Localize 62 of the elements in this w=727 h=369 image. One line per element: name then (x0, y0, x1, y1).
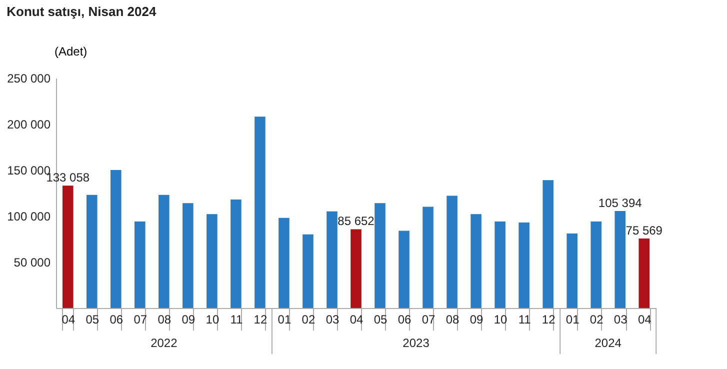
bar (230, 199, 242, 308)
bar (542, 180, 554, 308)
bar (638, 238, 650, 308)
x-tick-label: 07 (134, 312, 148, 326)
x-tick-label: 06 (398, 312, 412, 326)
chart-title: Konut satışı, Nisan 2024 (6, 4, 157, 19)
data-label: 85 652 (338, 214, 375, 228)
text: 2024 (594, 336, 622, 350)
y-tick-label: 200 000 (7, 118, 51, 132)
x-tick-label: 07 (422, 312, 436, 326)
x-tick-label: 10 (494, 312, 508, 326)
x-tick-label: 09 (470, 312, 484, 326)
x-tick-label: 04 (638, 312, 652, 326)
x-tick-label: 08 (158, 312, 172, 326)
x-tick-label: 08 (446, 312, 460, 326)
x-tick-label: 04 (62, 312, 76, 326)
y-tick-label: 100 000 (7, 210, 51, 224)
bar (350, 229, 362, 308)
x-tick-label: 11 (230, 312, 243, 326)
x-tick-label: 01 (566, 312, 580, 326)
bar (182, 203, 194, 308)
bar (422, 206, 434, 308)
bar (374, 203, 386, 308)
bar (302, 234, 314, 308)
x-tick-label: 01 (278, 312, 292, 326)
x-tick-label: 05 (374, 312, 388, 326)
data-label: 105 394 (598, 196, 642, 210)
bar (278, 218, 290, 308)
x-tick-label: 06 (110, 312, 124, 326)
bar (398, 230, 410, 308)
bar (62, 186, 74, 308)
bar (494, 222, 506, 308)
x-tick-label: 04 (350, 312, 364, 326)
bar (590, 222, 602, 308)
bar (518, 222, 530, 308)
bar (254, 116, 266, 308)
x-tick-label: 10 (206, 312, 220, 326)
bar (614, 211, 626, 308)
y-axis-title: (Adet) (54, 44, 88, 58)
bar (326, 211, 338, 308)
data-label: 75 569 (626, 223, 663, 238)
x-tick-label: 03 (614, 312, 628, 326)
bar (446, 196, 458, 308)
bar (470, 214, 482, 308)
y-tick-label: 250 000 (7, 72, 51, 86)
x-tick-label: 11 (518, 312, 532, 326)
bar (134, 222, 146, 308)
x-tick-label: 02 (590, 312, 604, 326)
x-tick-label: 09 (182, 312, 196, 326)
text: 2022 (150, 336, 178, 350)
bar (86, 194, 98, 308)
x-tick-label: 12 (542, 312, 556, 326)
x-tick-label: 03 (326, 312, 340, 326)
x-tick-label: 02 (302, 312, 316, 326)
text: 2023 (402, 336, 430, 350)
y-tick-label: 50 000 (14, 256, 51, 270)
bar (206, 214, 218, 308)
bar (566, 233, 578, 308)
x-tick-label: 05 (86, 312, 100, 326)
x-tick-label: 12 (254, 312, 268, 326)
bar (110, 170, 122, 308)
bar (158, 194, 170, 308)
